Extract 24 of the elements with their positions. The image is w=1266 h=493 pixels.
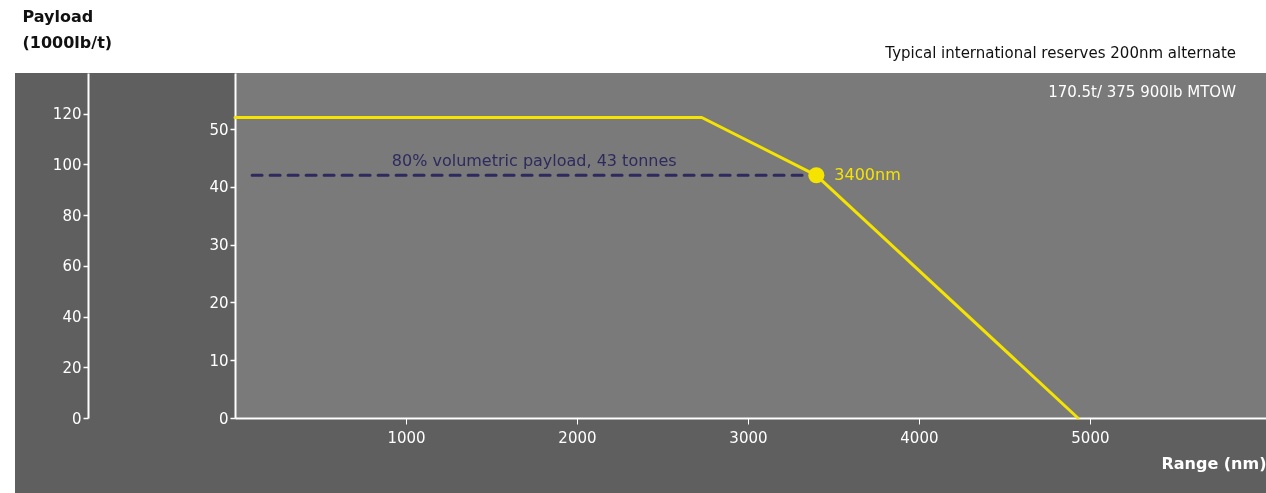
y2-tick-label: 20: [62, 358, 82, 377]
x-tick-label: 3000: [729, 428, 768, 447]
y2-axis-title: Payload (1000lb/t): [22, 6, 113, 52]
y2-tick-label: 80: [62, 206, 82, 225]
x-axis-title: Range (nm): [1161, 453, 1266, 473]
y2-tick-label: 120: [52, 105, 82, 124]
y2-tick-label: 60: [62, 257, 82, 276]
annotation: 170.5t/ 375 900lb MTOW: [1048, 83, 1237, 101]
y-tick-label: 50: [209, 120, 229, 139]
y-tick-label: 20: [209, 293, 229, 312]
y2-tick-label: 100: [52, 155, 82, 174]
y2-tick-label: 40: [62, 308, 82, 327]
y-tick-label: 0: [218, 409, 229, 428]
y-tick-label: 10: [209, 351, 229, 370]
x-tick-label: 1000: [387, 428, 426, 447]
x-tick-label: 4000: [900, 428, 939, 447]
y-tick-label: 40: [209, 178, 229, 197]
x-tick-label: 2000: [558, 428, 597, 447]
annotation: 3400nm: [834, 165, 901, 185]
x-tick-label: 5000: [1071, 428, 1110, 447]
y2-tick-label: 0: [71, 409, 82, 428]
chart-subtitle: Typical international reserves 200nm alternate: [885, 44, 1236, 62]
y-tick-label: 30: [209, 236, 229, 255]
series-label: 80% volumetric payload, 43 tonnes: [391, 151, 677, 171]
